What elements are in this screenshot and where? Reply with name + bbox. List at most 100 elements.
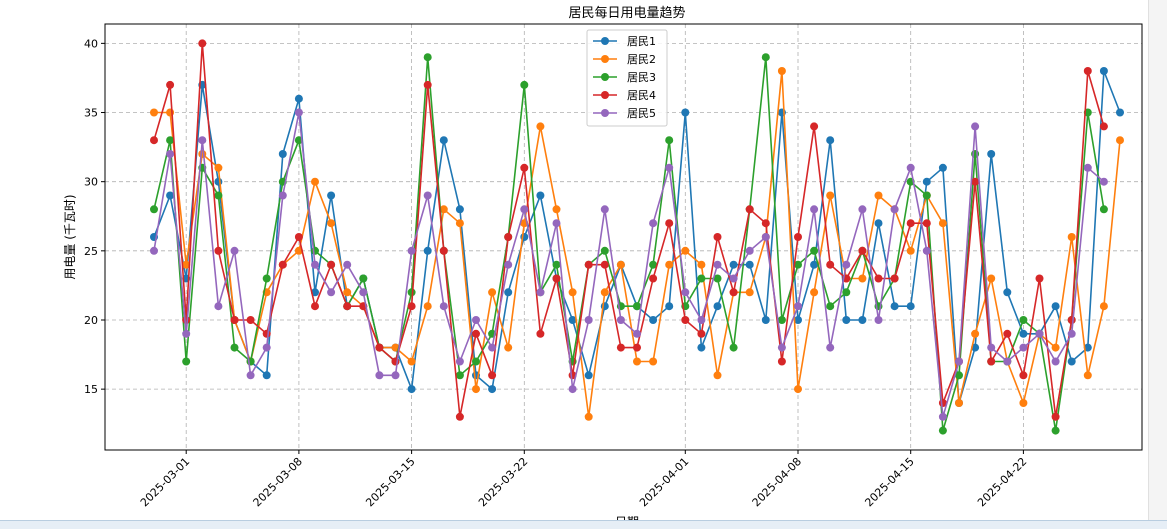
data-point xyxy=(858,274,867,283)
data-point xyxy=(182,329,191,338)
data-point xyxy=(681,108,690,117)
series-5 xyxy=(150,108,1108,421)
data-point xyxy=(890,302,899,311)
data-point xyxy=(665,260,674,269)
data-point xyxy=(987,150,996,158)
data-point xyxy=(1003,329,1012,338)
legend-swatch-marker xyxy=(601,91,609,99)
data-point xyxy=(472,385,480,394)
data-point xyxy=(810,122,819,131)
data-point xyxy=(504,233,513,241)
data-point xyxy=(520,205,529,214)
data-point xyxy=(1067,233,1076,241)
data-point xyxy=(713,302,722,311)
data-point xyxy=(1099,302,1108,311)
data-point xyxy=(1083,343,1092,352)
series-layer xyxy=(150,39,1124,435)
data-point xyxy=(1051,357,1060,366)
data-point xyxy=(1067,329,1076,338)
data-point xyxy=(150,205,158,214)
data-point xyxy=(278,260,287,269)
data-point xyxy=(1019,343,1028,352)
data-point xyxy=(439,205,448,214)
data-point xyxy=(777,316,786,324)
legend-swatch-marker xyxy=(601,55,609,63)
data-point xyxy=(536,288,545,297)
data-point xyxy=(971,177,980,186)
data-point xyxy=(616,260,625,269)
x-axis: 2025-03-01 2025-03-08 2025-03-15 2025-03-22… xyxy=(138,450,1030,509)
data-point xyxy=(439,136,448,145)
data-point xyxy=(971,329,980,338)
data-point xyxy=(697,316,706,324)
data-point xyxy=(794,260,802,269)
data-point xyxy=(665,136,674,145)
data-point xyxy=(987,343,996,352)
y-tick-label: 40 xyxy=(84,37,98,50)
data-point xyxy=(616,316,625,324)
y-tick-label: 30 xyxy=(84,176,98,189)
data-point xyxy=(198,39,207,48)
data-point xyxy=(536,329,545,338)
data-point xyxy=(327,260,336,269)
data-point xyxy=(472,316,480,324)
data-point xyxy=(198,136,207,145)
data-point xyxy=(922,246,931,255)
data-point xyxy=(407,302,416,311)
data-point xyxy=(488,371,497,380)
data-point xyxy=(262,329,271,338)
x-tick-label: 2025-03-08 xyxy=(251,455,305,509)
y-tick-label: 25 xyxy=(84,245,98,258)
data-point xyxy=(633,343,641,352)
data-point xyxy=(665,302,674,311)
data-point xyxy=(713,233,722,241)
data-point xyxy=(649,219,658,228)
data-point xyxy=(214,177,223,186)
data-point xyxy=(407,246,416,255)
data-point xyxy=(391,371,400,380)
data-point xyxy=(826,260,835,269)
data-point xyxy=(938,219,947,228)
data-point xyxy=(198,150,207,158)
data-point xyxy=(826,343,835,352)
y-tick-label: 15 xyxy=(84,383,98,396)
data-point xyxy=(584,371,593,380)
data-point xyxy=(262,343,271,352)
data-point xyxy=(552,274,561,283)
data-point xyxy=(359,288,368,297)
data-point xyxy=(761,233,770,241)
data-point xyxy=(681,246,690,255)
data-point xyxy=(230,246,239,255)
legend-swatch-marker xyxy=(601,73,609,81)
data-point xyxy=(246,316,255,324)
data-point xyxy=(423,80,432,89)
data-point xyxy=(713,371,722,380)
data-point xyxy=(729,274,738,283)
y-tick-label: 35 xyxy=(84,107,98,120)
data-point xyxy=(649,316,658,324)
data-point xyxy=(858,246,867,255)
data-point xyxy=(938,163,947,172)
data-point xyxy=(1083,67,1092,75)
data-point xyxy=(472,357,480,366)
data-point xyxy=(810,288,819,297)
data-point xyxy=(1019,329,1028,338)
data-point xyxy=(810,205,819,214)
legend-label: 居民3 xyxy=(627,71,656,84)
data-point xyxy=(665,219,674,228)
x-tick-label: 2025-04-15 xyxy=(862,455,916,509)
y-axis: 15 20 25 30 35 40 xyxy=(84,37,105,396)
data-point xyxy=(1035,274,1044,283)
data-point xyxy=(311,302,319,311)
data-point xyxy=(311,246,319,255)
legend: 居民1 居民2 居民3 居民4 居民5 xyxy=(586,29,668,127)
data-point xyxy=(439,246,448,255)
data-point xyxy=(600,205,609,214)
data-point xyxy=(423,246,432,255)
data-point xyxy=(697,260,706,269)
data-point xyxy=(745,246,754,255)
data-point xyxy=(777,67,786,75)
data-point xyxy=(616,343,625,352)
data-point xyxy=(842,260,851,269)
